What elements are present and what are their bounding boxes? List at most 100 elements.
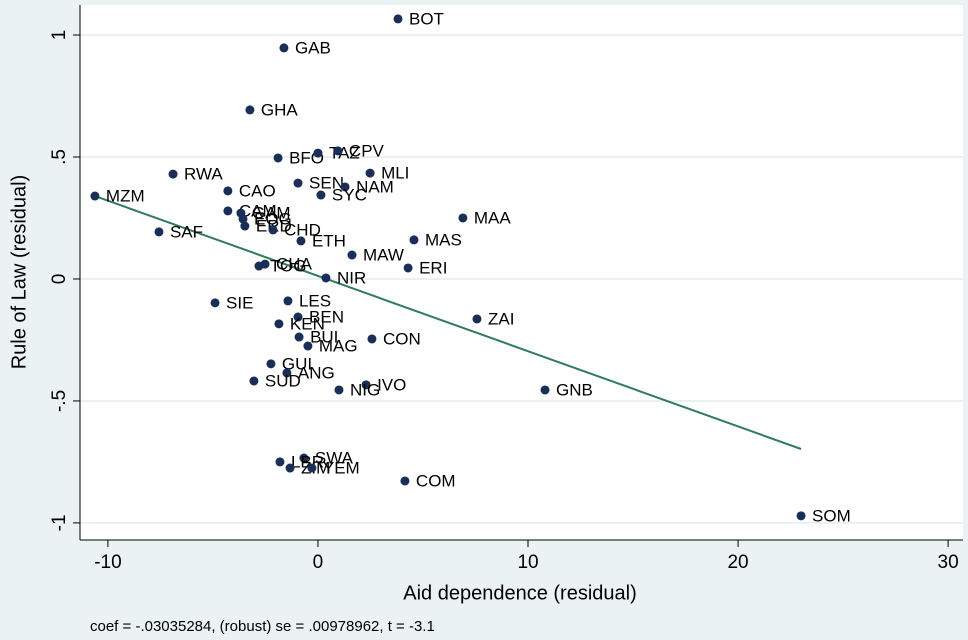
point-label: CHA (276, 255, 313, 274)
point (296, 236, 306, 246)
y-tick-label: 0 (49, 274, 70, 285)
point (393, 14, 403, 24)
point (293, 312, 303, 322)
point-label: MZM (106, 187, 145, 206)
point-label: NIR (337, 268, 366, 287)
x-tick-label: 10 (517, 552, 538, 573)
point-label: BOT (409, 9, 444, 28)
point-label: CAO (239, 181, 276, 200)
point (285, 463, 295, 473)
point (294, 332, 304, 342)
point-label: MAA (474, 208, 512, 227)
point (299, 453, 309, 463)
point (796, 511, 806, 521)
y-tick-label: -1 (49, 514, 70, 531)
point (347, 250, 357, 260)
point (365, 168, 375, 178)
point (249, 376, 259, 386)
point-label: BEN (309, 308, 344, 327)
point (400, 476, 410, 486)
plot-area (80, 5, 963, 540)
x-tick-label: 30 (938, 552, 959, 573)
point (472, 314, 482, 324)
point-label: SYC (332, 186, 367, 205)
point (340, 182, 350, 192)
point-label: YEM (323, 459, 360, 478)
point-label: CON (383, 329, 421, 348)
point-label: SAF (170, 222, 203, 241)
point-label: ANG (298, 363, 335, 382)
point (273, 153, 283, 163)
point (293, 178, 303, 188)
point (313, 148, 323, 158)
point (245, 105, 255, 115)
fit-line (94, 195, 802, 450)
x-tick-label: -10 (94, 552, 121, 573)
point-label: ERI (419, 258, 447, 277)
point-label: CHD (284, 220, 321, 239)
point (333, 146, 343, 156)
x-axis-label: Aid dependence (residual) (403, 582, 637, 604)
point (282, 368, 292, 378)
point-label: GAM (252, 204, 291, 223)
point (223, 186, 233, 196)
point (90, 191, 100, 201)
point (316, 190, 326, 200)
point (458, 213, 468, 223)
y-tick-label: -.5 (49, 390, 70, 412)
point-label: COM (416, 471, 456, 490)
point (303, 341, 313, 351)
point (260, 259, 270, 269)
y-tick-label: .5 (49, 149, 70, 165)
point-label: NAM (356, 177, 394, 196)
point (210, 298, 220, 308)
point (367, 334, 377, 344)
point (268, 225, 278, 235)
y-axis-label: Rule of Law (residual) (8, 175, 30, 370)
point (154, 227, 164, 237)
point-label: MAG (319, 337, 358, 356)
point-label: SUD (265, 371, 301, 390)
point (403, 263, 413, 273)
point-label: GHA (261, 100, 299, 119)
point-label: ZAI (488, 309, 514, 328)
point (223, 206, 233, 216)
point (540, 385, 550, 395)
point (321, 273, 331, 283)
point (361, 380, 371, 390)
point (275, 457, 285, 467)
point-label: GUI (282, 354, 312, 373)
x-tick-label: 20 (727, 552, 748, 573)
point-label: KEN (290, 314, 325, 333)
point-label: SWA (315, 449, 354, 468)
point (283, 296, 293, 306)
point-label: NIG (350, 380, 380, 399)
point (274, 319, 284, 329)
point-label: IVO (377, 375, 406, 394)
point-label: EQG (254, 209, 292, 228)
point (240, 221, 250, 231)
point-label: RWA (184, 165, 223, 184)
note: coef = -.03035284, (robust) se = .009789… (90, 618, 435, 635)
point (168, 169, 178, 179)
point-label: SIE (226, 293, 253, 312)
point-label: SOM (812, 506, 851, 525)
point (238, 214, 248, 224)
point-label: MAW (363, 246, 404, 265)
point-label: CAM (239, 201, 277, 220)
point-label: CPV (349, 141, 385, 160)
point-label: GNB (556, 380, 593, 399)
point (279, 43, 289, 53)
point (334, 385, 344, 395)
point-label: MLI (381, 164, 409, 183)
point (266, 359, 276, 369)
point-label: MAS (425, 230, 462, 249)
point-label: LES (299, 291, 331, 310)
point-label: SEN (309, 174, 344, 193)
point-label: ETH (312, 231, 346, 250)
y-tick-label: 1 (49, 30, 70, 41)
x-tick-label: 0 (313, 552, 324, 573)
point-label: GAB (295, 38, 331, 57)
